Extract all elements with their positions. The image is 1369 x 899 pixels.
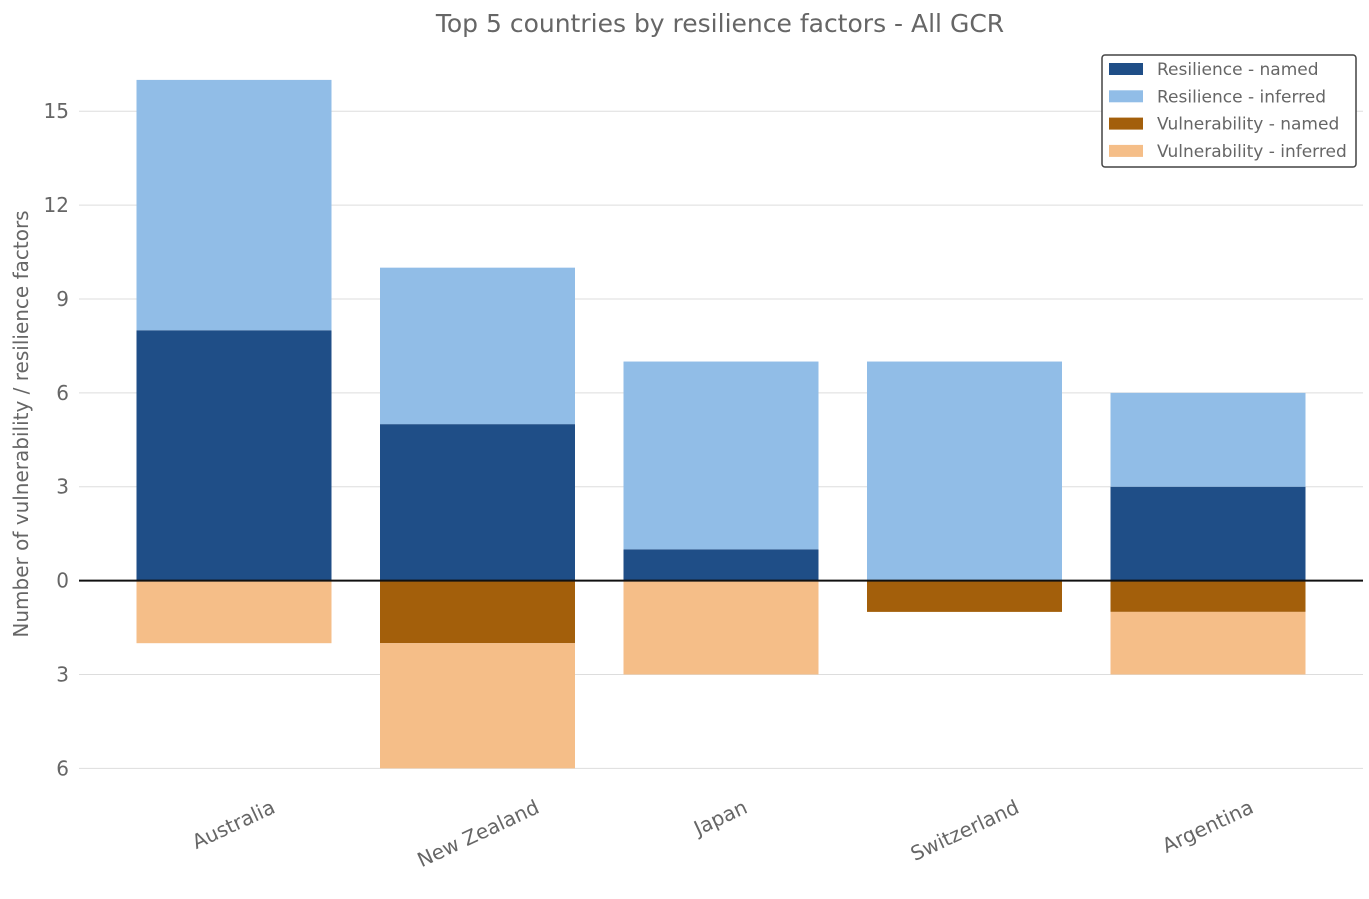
bar-switzerland-vulnerability-named bbox=[867, 580, 1062, 612]
y-axis-label: Number of vulnerability / resilience fac… bbox=[9, 210, 33, 637]
bar-japan-resilience-inferred bbox=[623, 361, 819, 550]
bar-australia-resilience-inferred bbox=[136, 79, 332, 331]
chart-title: Top 5 countries by resilience factors - … bbox=[435, 9, 1004, 38]
bars bbox=[136, 79, 1306, 769]
x-tick-label: Switzerland bbox=[907, 795, 1023, 866]
y-tick-label: 15 bbox=[44, 99, 69, 123]
legend-frame bbox=[1101, 54, 1357, 168]
bar-new-zealand-resilience-named bbox=[380, 424, 575, 581]
bar-argentina-vulnerability-named bbox=[1110, 580, 1306, 612]
x-tick-label: Japan bbox=[688, 795, 751, 841]
bar-new-zealand-resilience-inferred bbox=[380, 267, 575, 425]
legend-items: Resilience - named Resilience - inferred V… bbox=[1109, 60, 1347, 162]
bar-argentina-resilience-named bbox=[1110, 486, 1306, 581]
legend-label: Vulnerability - inferred bbox=[1157, 142, 1347, 162]
legend-swatch bbox=[1109, 63, 1143, 75]
bar-argentina-vulnerability-inferred bbox=[1110, 611, 1306, 675]
bar-japan-resilience-named bbox=[623, 549, 819, 581]
bar-argentina-resilience-inferred bbox=[1110, 392, 1306, 487]
x-tick-label: Argentina bbox=[1158, 795, 1257, 858]
y-tick-label: 0 bbox=[56, 569, 69, 593]
y-tick-label: 3 bbox=[56, 662, 69, 686]
bar-japan-vulnerability-inferred bbox=[623, 580, 819, 675]
y-tick-label: 12 bbox=[44, 193, 69, 217]
bar-new-zealand-vulnerability-named bbox=[380, 580, 575, 644]
x-axis-ticks: Australia New Zealand Japan Switzerland Arge… bbox=[188, 795, 1257, 872]
y-axis-ticks: 15 12 9 6 3 0 3 6 bbox=[44, 99, 69, 780]
bar-switzerland-resilience-inferred bbox=[867, 361, 1062, 581]
bar-new-zealand-vulnerability-inferred bbox=[380, 643, 575, 769]
bar-australia-vulnerability-inferred bbox=[136, 580, 332, 644]
y-tick-label: 3 bbox=[56, 475, 69, 499]
legend-label: Resilience - named bbox=[1157, 60, 1319, 80]
legend-swatch bbox=[1109, 90, 1143, 103]
y-tick-label: 6 bbox=[56, 756, 69, 780]
y-tick-label: 9 bbox=[56, 287, 69, 311]
legend-label: Resilience - inferred bbox=[1157, 87, 1326, 107]
bar-australia-resilience-named bbox=[136, 330, 332, 581]
legend: Resilience - named Resilience - inferred V… bbox=[1101, 54, 1357, 168]
legend-label: Vulnerability - named bbox=[1157, 115, 1339, 135]
legend-swatch bbox=[1109, 144, 1143, 157]
x-tick-label: Australia bbox=[188, 795, 278, 854]
legend-swatch bbox=[1109, 117, 1143, 130]
y-tick-label: 6 bbox=[56, 381, 69, 405]
x-tick-label: New Zealand bbox=[413, 795, 542, 872]
